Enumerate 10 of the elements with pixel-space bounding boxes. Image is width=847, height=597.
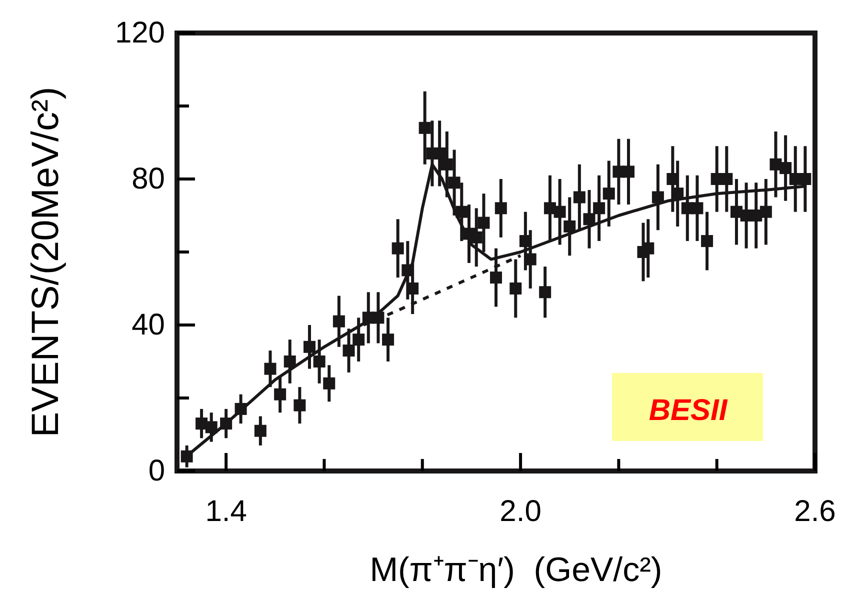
- y-tick-label: 0: [148, 454, 165, 488]
- y-tick-label: 40: [132, 308, 165, 342]
- y-tick-label: 120: [114, 16, 165, 50]
- y-axis-title: EVENTS/(20MeV/c²): [25, 86, 67, 438]
- annotation: BESII: [648, 394, 728, 427]
- x-tick-label: 1.4: [205, 495, 247, 528]
- x-tick-label: 2.0: [500, 495, 542, 528]
- x-axis-title: M(π⁺π⁻η′) (GeV/c²): [370, 551, 662, 589]
- y-tick-label: 80: [132, 162, 165, 196]
- x-tick-label: 2.6: [794, 495, 836, 528]
